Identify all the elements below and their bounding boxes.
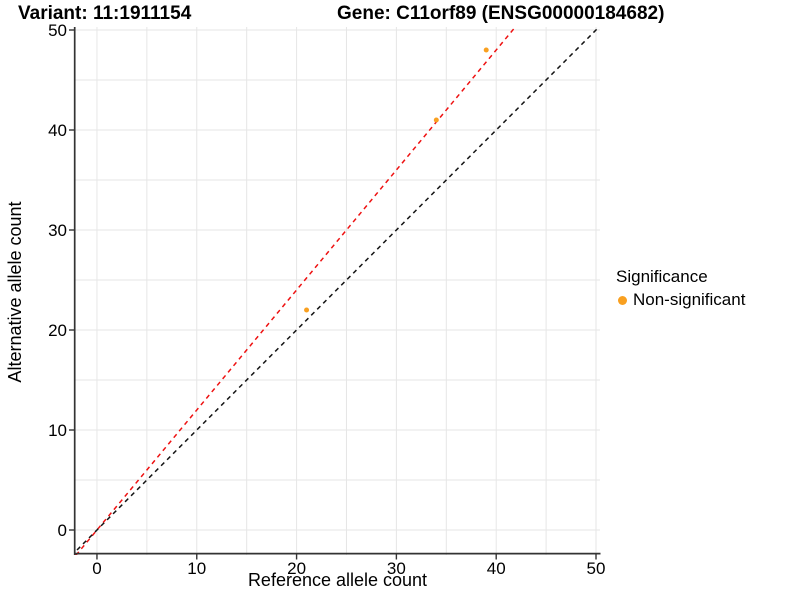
- y-tick-label: 20: [48, 321, 67, 340]
- data-point: [433, 117, 439, 123]
- data-point: [483, 47, 489, 53]
- y-tick-label: 10: [48, 421, 67, 440]
- x-tick-label: 40: [487, 559, 506, 578]
- fit-line: [75, 27, 517, 555]
- identity-line: [75, 27, 600, 554]
- data-point: [304, 307, 310, 313]
- y-tick-label: 0: [58, 521, 67, 540]
- x-tick-label: 30: [387, 559, 406, 578]
- y-tick-label: 50: [48, 21, 67, 40]
- gene-title: Gene: C11orf89 (ENSG00000184682): [337, 3, 665, 24]
- y-axis-title: Alternative allele count: [5, 201, 25, 383]
- legend: Significance Non-significant: [616, 267, 745, 310]
- y-tick-label: 30: [48, 221, 67, 240]
- variant-title: Variant: 11:1911154: [18, 3, 192, 24]
- x-tick-label: 0: [92, 559, 101, 578]
- x-axis-title: Reference allele count: [247, 570, 428, 590]
- legend-item-label: Non-significant: [633, 290, 746, 309]
- x-tick-label: 20: [287, 559, 306, 578]
- y-tick-label: 40: [48, 121, 67, 140]
- x-tick-label: 10: [187, 559, 206, 578]
- legend-title: Significance: [616, 267, 708, 286]
- legend-item: Non-significant: [616, 290, 745, 310]
- x-tick-label: 50: [587, 559, 606, 578]
- legend-point-icon: [618, 295, 627, 305]
